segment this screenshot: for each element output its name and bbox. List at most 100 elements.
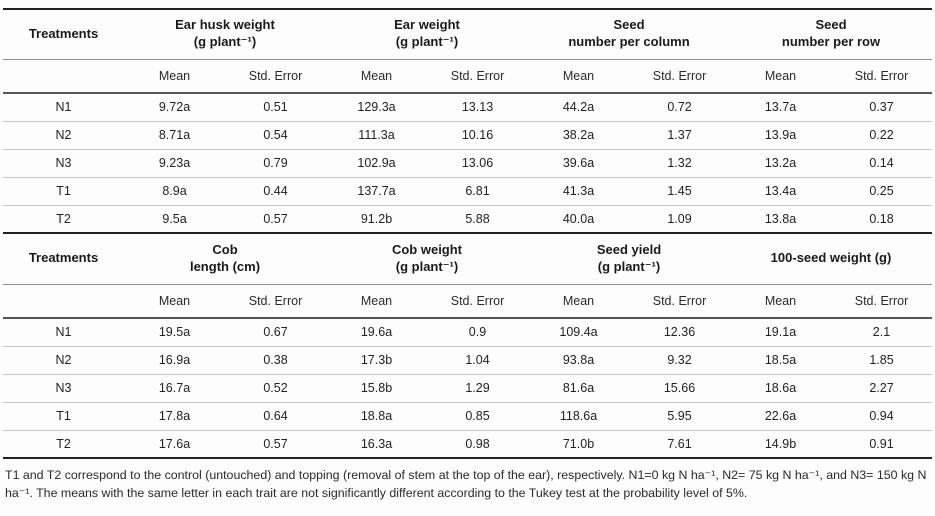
std-error-header: Std. Error (831, 59, 932, 94)
mean-cell: 16.9a (124, 345, 225, 374)
std-error-cell: 9.32 (629, 345, 730, 374)
std-error-cell: 2.1 (872, 325, 891, 340)
std-error-cell: 1.37 (629, 120, 730, 149)
std-error-cell: 2.27 (831, 373, 932, 402)
std-error-cell: 0.85 (427, 401, 528, 430)
mean-cell: 16.7a (124, 373, 225, 402)
treatment-cell: N1 (55, 100, 72, 115)
mean-cell: 9.72a (158, 100, 191, 115)
mean-cell: 19.6a (360, 325, 393, 340)
mean-header: Mean (326, 284, 427, 319)
table-row: T1 8.9a 0.44 137.7a 6.81 41.3a 1.45 13.4… (3, 176, 932, 205)
table-footnote: T1 and T2 correspond to the control (unt… (5, 468, 927, 500)
std-error-cell: 0.37 (869, 100, 894, 115)
mean-cell: 44.2a (562, 100, 595, 115)
group-header-line: (g plant⁻¹) (597, 258, 661, 274)
table-row: T2 17.6a 0.57 16.3a 0.98 71.0b 7.61 14.9… (3, 429, 932, 458)
mean-cell: 15.8b (326, 373, 427, 402)
std-error-cell: 5.95 (629, 401, 730, 430)
std-error-cell: 0.67 (263, 325, 288, 340)
document-page: Treatments Ear husk weight (g plant⁻¹) E… (3, 8, 932, 500)
std-error-header: Std. Error (427, 59, 528, 94)
mean-cell: 8.71a (124, 120, 225, 149)
table-row: N3 9.23a 0.79 102.9a 13.06 39.6a 1.32 13… (3, 148, 932, 177)
std-error-cell: 0.54 (225, 120, 326, 149)
treatment-cell: T1 (3, 176, 124, 205)
results-table-upper: Treatments Ear husk weight (g plant⁻¹) E… (3, 8, 932, 234)
group-header-ear-weight: Ear weight (g plant⁻¹) (326, 9, 528, 60)
mean-cell: 102.9a (326, 148, 427, 177)
treatment-cell: T2 (3, 429, 124, 458)
std-error-cell: 0.57 (225, 429, 326, 458)
table-row: T1 17.8a 0.64 18.8a 0.85 118.6a 5.95 22.… (3, 401, 932, 430)
std-error-cell: 0.79 (225, 148, 326, 177)
table-row: N1 19.5a 0.67 19.6a 0.9 109.4a 12.36 19.… (3, 318, 932, 346)
mean-cell: 17.8a (124, 401, 225, 430)
std-error-cell: 0.72 (667, 100, 692, 115)
std-error-cell: 1.45 (629, 176, 730, 205)
treatment-cell: N3 (3, 148, 124, 177)
std-error-header: Std. Error (427, 284, 528, 319)
mean-cell: 13.7a (764, 100, 797, 115)
group-header-cob-weight: Cob weight (g plant⁻¹) (326, 234, 528, 285)
treatments-header: Treatments (3, 9, 124, 60)
std-error-cell: 0.94 (831, 401, 932, 430)
group-header-ear-husk-weight: Ear husk weight (g plant⁻¹) (124, 9, 326, 60)
mean-cell: 9.23a (124, 148, 225, 177)
mean-cell: 17.3b (326, 345, 427, 374)
treatment-cell: N2 (3, 120, 124, 149)
std-error-header: Std. Error (225, 284, 326, 319)
mean-cell: 13.4a (730, 176, 831, 205)
std-error-cell: 0.9 (468, 325, 487, 340)
std-error-cell: 0.64 (225, 401, 326, 430)
group-header-seed-number-per-row: Seed number per row (730, 9, 932, 60)
mean-cell: 137.7a (326, 176, 427, 205)
group-header-line: Ear weight (394, 17, 460, 33)
mean-cell: 129.3a (357, 100, 396, 115)
empty-corner-cell (3, 284, 124, 319)
mean-cell: 118.6a (528, 401, 629, 430)
group-header-line: Ear husk weight (175, 17, 275, 33)
treatment-cell: N1 (55, 325, 72, 340)
std-error-cell: 12.36 (663, 325, 696, 340)
mean-header: Mean (730, 284, 831, 319)
mean-cell: 16.3a (326, 429, 427, 458)
mean-cell: 38.2a (528, 120, 629, 149)
mean-cell: 19.5a (158, 325, 191, 340)
mean-cell: 17.6a (124, 429, 225, 458)
group-header-line: 100-seed weight (g) (770, 250, 892, 266)
mean-cell: 13.9a (730, 120, 831, 149)
mean-cell: 40.0a (528, 204, 629, 233)
group-header-line: Cob (212, 241, 238, 257)
std-error-cell: 0.38 (225, 345, 326, 374)
mean-cell: 91.2b (326, 204, 427, 233)
mean-header: Mean (528, 59, 629, 94)
header-row: Treatments Ear husk weight (g plant⁻¹) E… (3, 9, 932, 60)
group-header-seed-number-per-column: Seed number per column (528, 9, 730, 60)
subheader-row: Mean Std. Error Mean Std. Error Mean Std… (3, 59, 932, 94)
mean-cell: 8.9a (124, 176, 225, 205)
std-error-header: Std. Error (629, 284, 730, 319)
mean-cell: 81.6a (528, 373, 629, 402)
treatments-header: Treatments (3, 234, 124, 285)
std-error-cell: 1.32 (629, 148, 730, 177)
mean-cell: 22.6a (730, 401, 831, 430)
table-row: N2 16.9a 0.38 17.3b 1.04 93.8a 9.32 18.5… (3, 345, 932, 374)
mean-header: Mean (124, 59, 225, 94)
group-header-line: Seed yield (596, 241, 662, 257)
std-error-cell: 1.09 (629, 204, 730, 233)
mean-cell: 13.8a (730, 204, 831, 233)
std-error-cell: 0.98 (427, 429, 528, 458)
mean-cell: 14.9b (730, 429, 831, 458)
group-header-line: number per column (568, 34, 690, 50)
std-error-cell: 13.06 (427, 148, 528, 177)
group-header-line: Cob weight (391, 241, 463, 257)
mean-cell: 18.6a (730, 373, 831, 402)
results-table-lower: Treatments Cob length (cm) Cob weight (g… (3, 234, 932, 459)
group-header-100-seed-weight: 100-seed weight (g) (730, 234, 932, 285)
std-error-cell: 7.61 (629, 429, 730, 458)
std-error-cell: 13.13 (461, 100, 494, 115)
mean-cell: 93.8a (528, 345, 629, 374)
std-error-cell: 15.66 (629, 373, 730, 402)
std-error-cell: 0.52 (225, 373, 326, 402)
